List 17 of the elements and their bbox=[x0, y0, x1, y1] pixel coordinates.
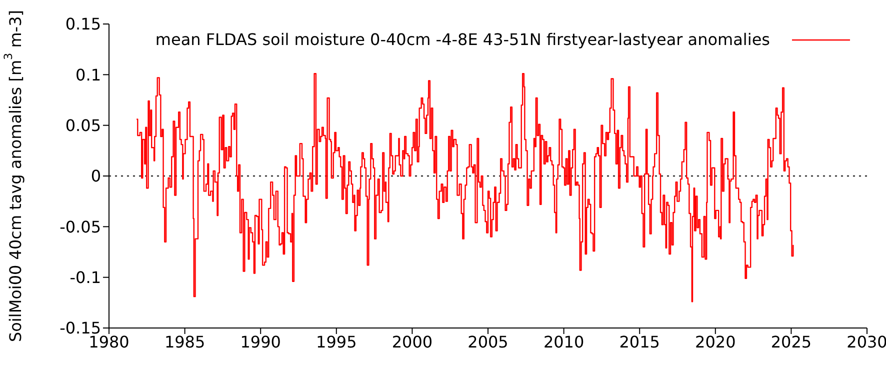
x-tick-label: 2030 bbox=[846, 332, 886, 352]
x-tick-label: 1990 bbox=[240, 332, 281, 352]
x-tick-label: 1995 bbox=[316, 332, 357, 352]
x-tick-label: 2005 bbox=[468, 332, 508, 352]
y-tick-label: 0.05 bbox=[65, 116, 101, 136]
x-tick-label: 2010 bbox=[543, 332, 584, 352]
x-tick-label: 2025 bbox=[770, 332, 812, 352]
x-tick-label: 2015 bbox=[619, 332, 660, 352]
y-tick-label: 0.15 bbox=[65, 14, 101, 34]
x-tick-label: 2020 bbox=[695, 332, 736, 352]
y-tick-label: 0.1 bbox=[76, 65, 101, 84]
x-tick-label: 2000 bbox=[392, 332, 433, 352]
legend-label: mean FLDAS soil moisture 0-40cm -4-8E 43-51N firstyear-lastyear anomalies bbox=[155, 30, 770, 49]
y-tick-label: -0.05 bbox=[60, 217, 101, 236]
x-tick-label: 1985 bbox=[164, 332, 206, 352]
y-tick-label: 0 bbox=[90, 166, 101, 186]
y-tick-label: -0.1 bbox=[70, 268, 101, 288]
